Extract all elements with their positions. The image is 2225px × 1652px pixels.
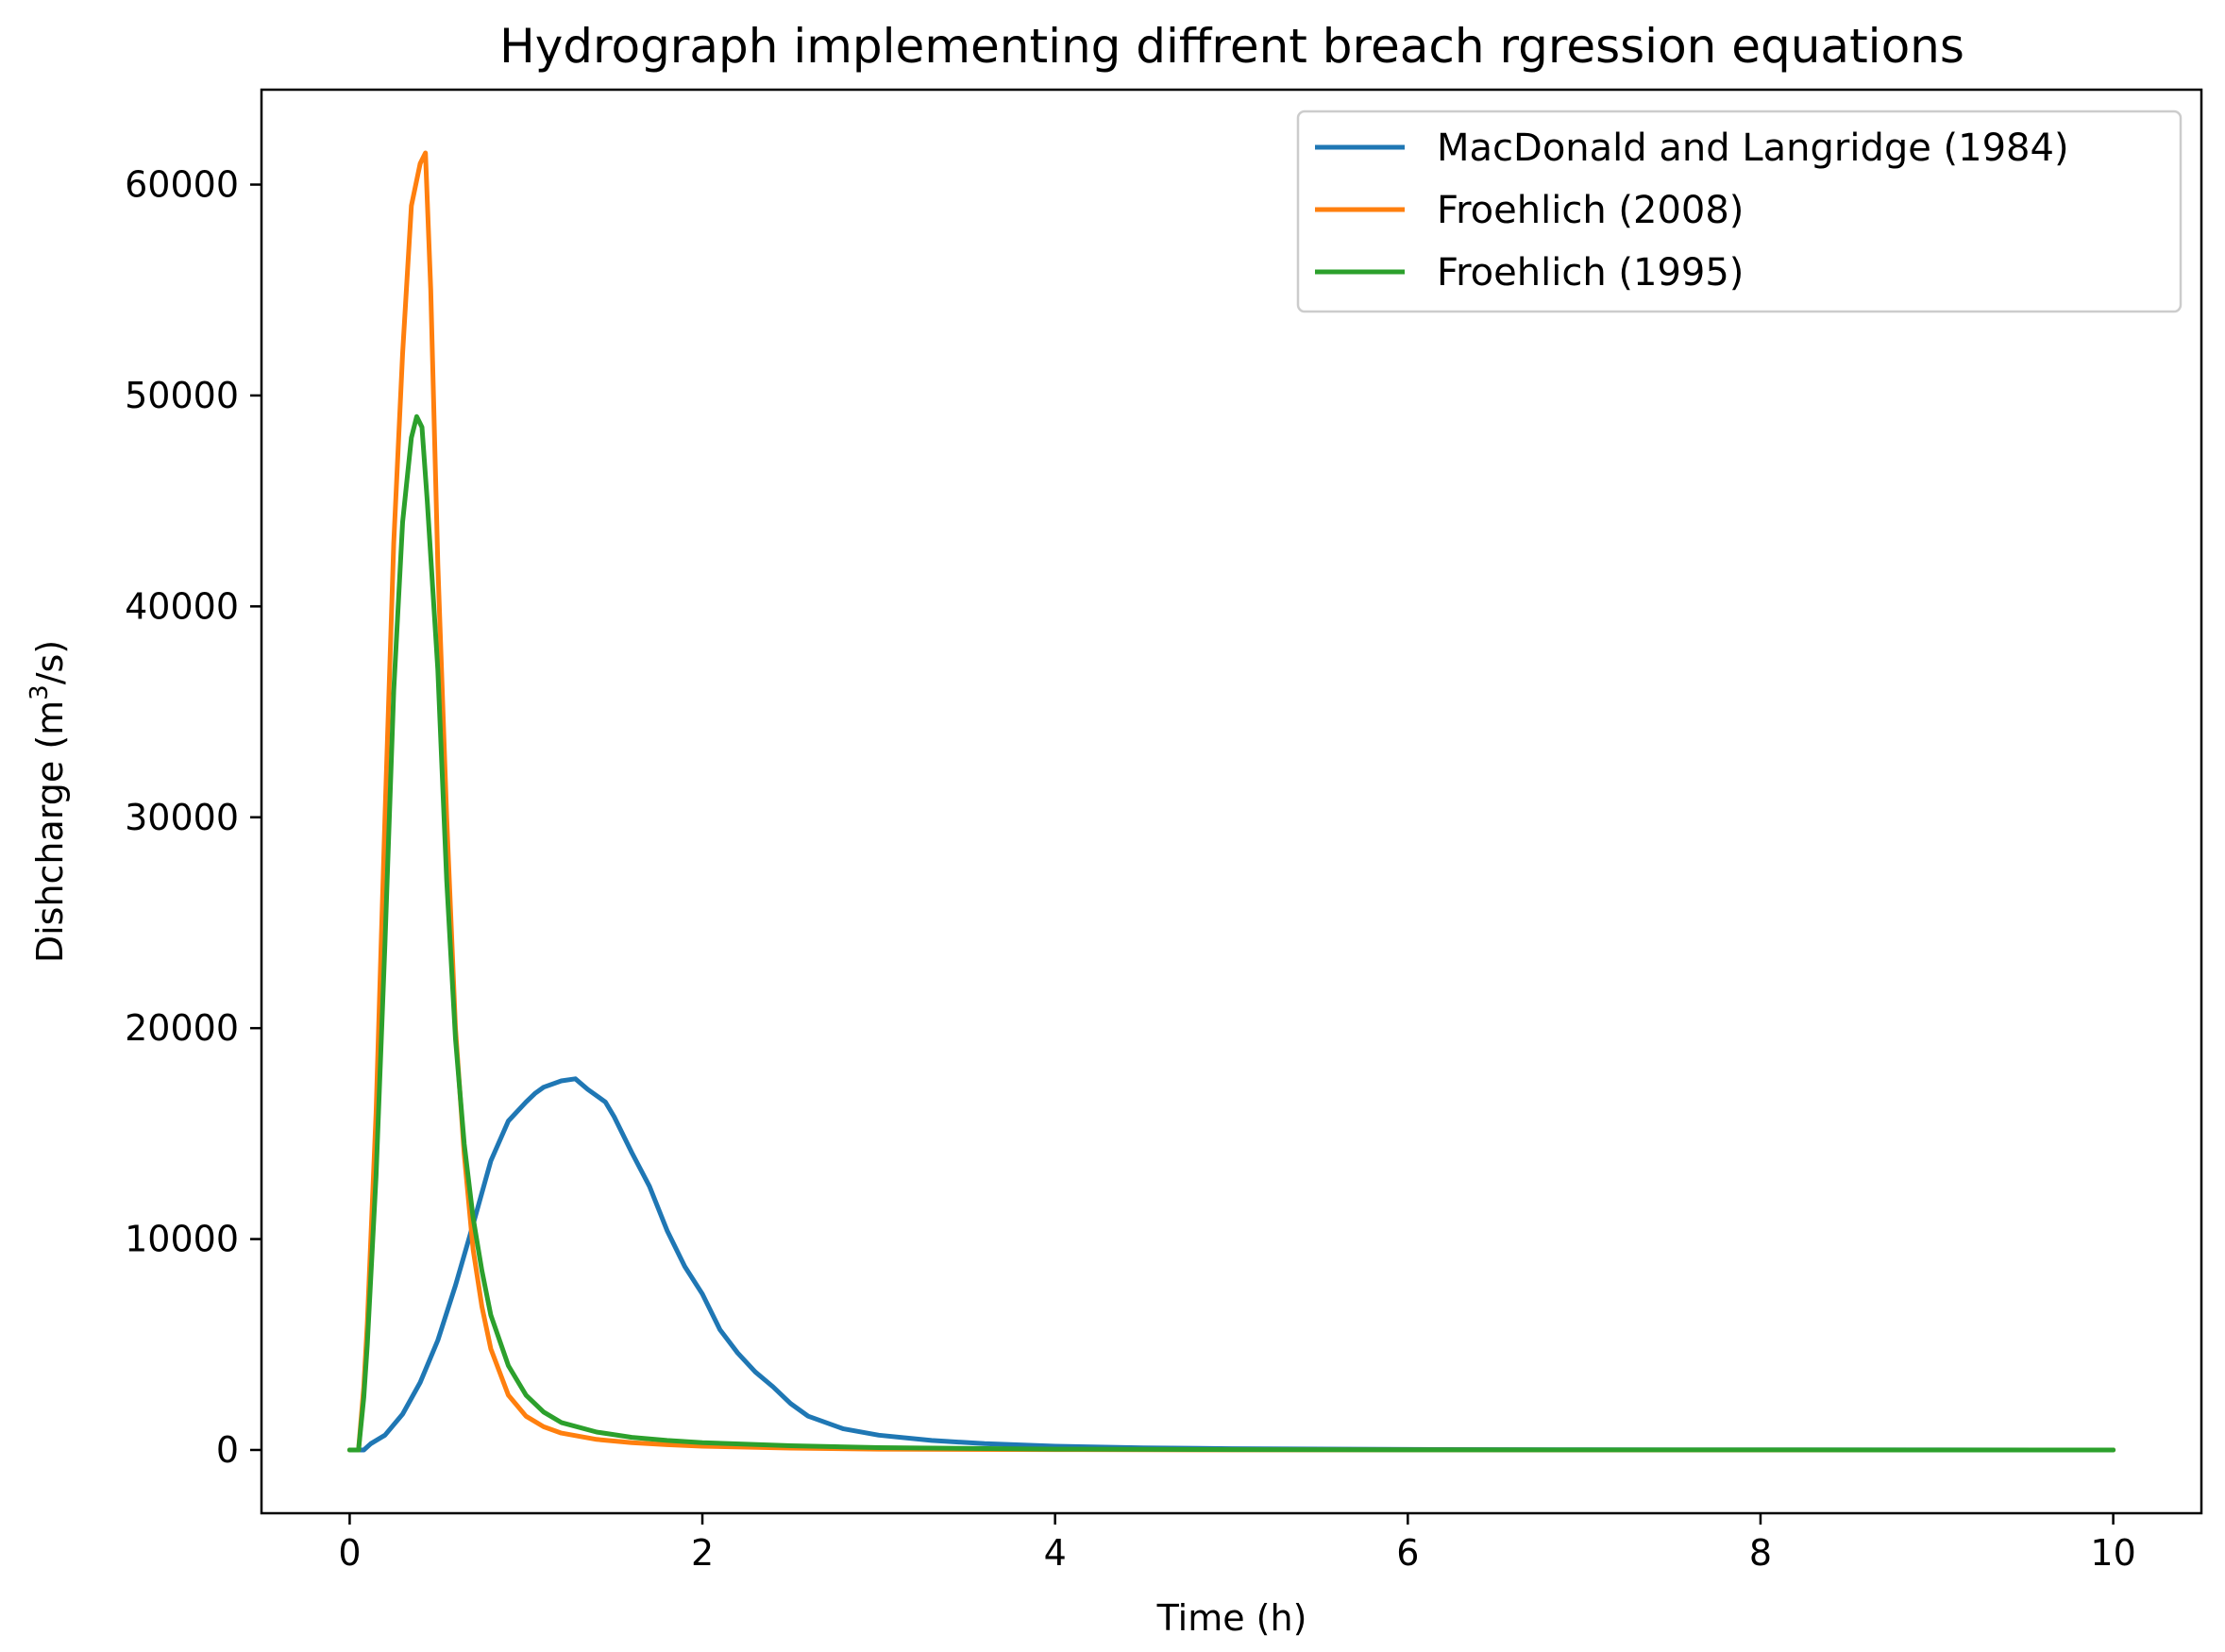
y-tick-label: 10000 bbox=[125, 1219, 239, 1260]
y-axis-title-suffix: /s) bbox=[29, 640, 71, 684]
legend-label-0: MacDonald and Langridge (1984) bbox=[1437, 126, 2069, 170]
legend-box bbox=[1296, 110, 2183, 313]
x-tick-label: 4 bbox=[1044, 1532, 1067, 1574]
legend-label-2: Froehlich (1995) bbox=[1437, 251, 1744, 295]
chart-title: Hydrograph implementing diffrent breach … bbox=[499, 19, 1964, 74]
x-axis-title: Time (h) bbox=[1156, 1597, 1307, 1639]
series-layer bbox=[346, 150, 2116, 1453]
x-tick-label: 6 bbox=[1396, 1532, 1419, 1574]
y-tick-label: 40000 bbox=[125, 585, 239, 627]
series-line-2 bbox=[346, 413, 2116, 1453]
y-tick-label: 30000 bbox=[125, 797, 239, 838]
y-tick-label: 50000 bbox=[125, 375, 239, 416]
y-axis-title-main: Dishcharge (m bbox=[29, 700, 71, 963]
x-tick-label: 0 bbox=[338, 1532, 361, 1574]
y-tick-label: 60000 bbox=[125, 164, 239, 206]
plot-frame bbox=[260, 88, 2203, 1515]
legend-entries: MacDonald and Langridge (1984) Froehlich … bbox=[1315, 126, 2069, 295]
y-axis-title: Dishcharge (m3/s) bbox=[25, 640, 71, 963]
x-tick-label: 8 bbox=[1749, 1532, 1772, 1574]
y-tick-label: 0 bbox=[216, 1429, 239, 1471]
series-line-0 bbox=[346, 1076, 2116, 1453]
legend: MacDonald and Langridge (1984) Froehlich … bbox=[1296, 110, 2183, 313]
x-ticks: 0 2 4 6 8 10 bbox=[338, 1513, 2136, 1574]
legend-label-1: Froehlich (2008) bbox=[1437, 189, 1744, 232]
y-axis-title-superscript: 3 bbox=[25, 684, 54, 700]
y-ticks: 0 10000 20000 30000 40000 50000 60000 bbox=[125, 164, 261, 1471]
x-tick-label: 10 bbox=[2090, 1532, 2135, 1574]
y-tick-label: 20000 bbox=[125, 1007, 239, 1049]
x-tick-label: 2 bbox=[691, 1532, 714, 1574]
